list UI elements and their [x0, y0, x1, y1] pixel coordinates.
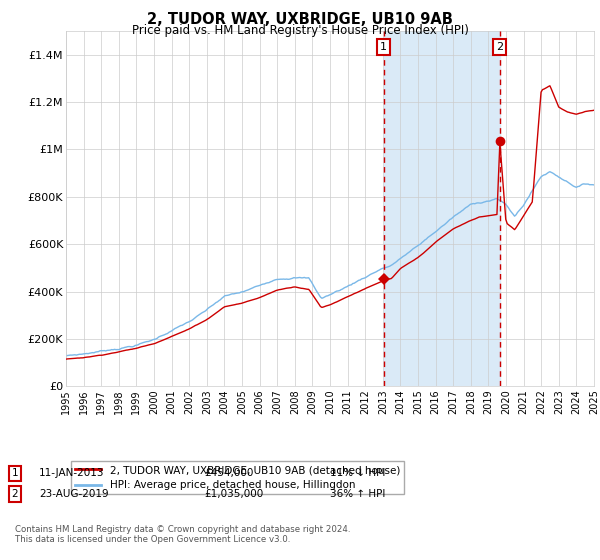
Text: 1: 1: [380, 42, 387, 52]
Legend: 2, TUDOR WAY, UXBRIDGE, UB10 9AB (detached house), HPI: Average price, detached : 2, TUDOR WAY, UXBRIDGE, UB10 9AB (detach…: [71, 461, 404, 494]
Bar: [383, 31, 500, 386]
Text: 36% ↑ HPI: 36% ↑ HPI: [330, 489, 385, 499]
Text: 11% ↓ HPI: 11% ↓ HPI: [330, 468, 385, 478]
Text: 2: 2: [11, 489, 19, 499]
Text: £1,035,000: £1,035,000: [204, 489, 263, 499]
Text: 2, TUDOR WAY, UXBRIDGE, UB10 9AB: 2, TUDOR WAY, UXBRIDGE, UB10 9AB: [147, 12, 453, 27]
Text: Price paid vs. HM Land Registry's House Price Index (HPI): Price paid vs. HM Land Registry's House …: [131, 24, 469, 36]
Text: 23-AUG-2019: 23-AUG-2019: [39, 489, 109, 499]
Text: 11-JAN-2013: 11-JAN-2013: [39, 468, 104, 478]
Text: £454,000: £454,000: [204, 468, 253, 478]
Text: 1: 1: [11, 468, 19, 478]
Text: 2: 2: [496, 42, 503, 52]
Text: Contains HM Land Registry data © Crown copyright and database right 2024.
This d: Contains HM Land Registry data © Crown c…: [15, 525, 350, 544]
